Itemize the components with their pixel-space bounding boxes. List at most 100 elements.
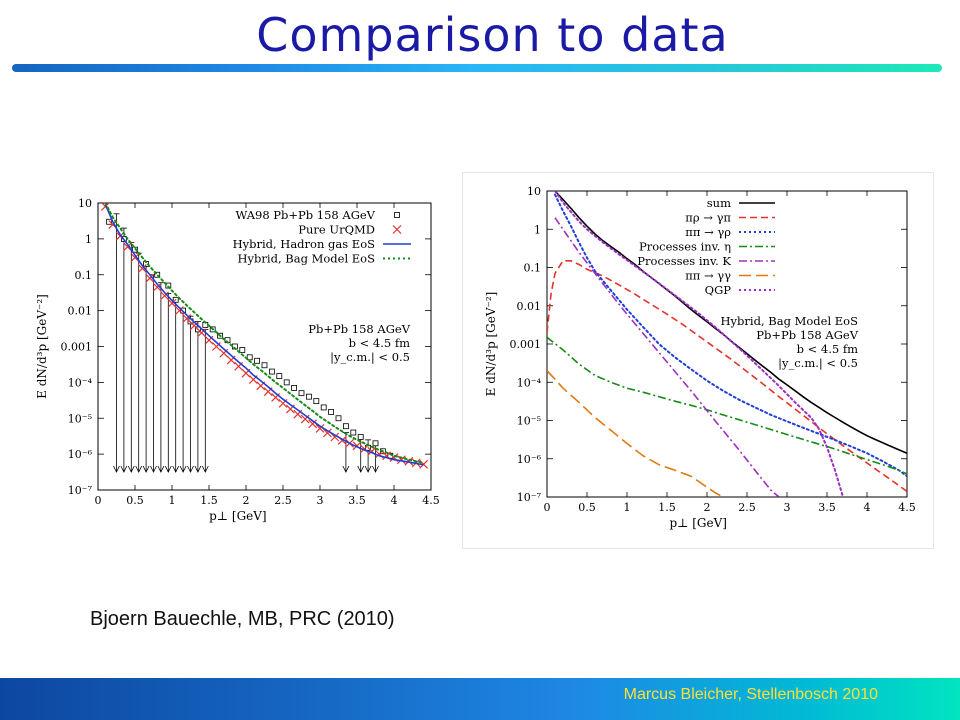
y-tick-label: 10⁻⁷ — [68, 484, 93, 497]
y-axis-label: E dN/d³p [GeV⁻²] — [484, 292, 498, 397]
data-point-wa98-pb-pb-158-agev — [106, 218, 112, 225]
x-tick-label: 4 — [864, 501, 871, 514]
data-point-pure-urqmd — [197, 328, 207, 338]
data-point-wa98-pb-pb-158-agev — [276, 373, 283, 379]
data-point-pure-urqmd — [152, 282, 162, 292]
y-tick-label: 10 — [527, 185, 541, 198]
chart-right-svg: 0 0.5 1 1.5 2 2.5 3 3.5 4 4.5 10 1 0.1 0.01 0.001 10⁻⁴ 1… — [484, 185, 916, 530]
annotation-line: |y_c.m.| < 0.5 — [778, 356, 858, 371]
data-point-wa98-pb-pb-158-agev — [239, 347, 246, 353]
data-point-wa98-pb-pb-158-agev — [313, 398, 320, 405]
upper-limit-arrow — [150, 465, 157, 473]
y-tick-label: 10⁻⁶ — [68, 448, 93, 461]
annotation-line: b < 4.5 fm — [349, 336, 411, 350]
legend-label-processes-inv-k: Processes inv. K — [637, 254, 731, 268]
x-tick-label: 4 — [391, 494, 398, 507]
x-tick-label: 2.5 — [738, 501, 756, 514]
x-tick-label: 3.5 — [818, 501, 836, 514]
data-point-wa98-pb-pb-158-agev — [342, 423, 349, 430]
series-line-hybrid-hadron-gas-eos — [104, 204, 424, 466]
series-line-qgp — [554, 191, 844, 497]
upper-limit-arrow — [372, 465, 379, 473]
series-line-hybrid-bag-model-eos — [104, 203, 425, 464]
data-point-wa98-pb-pb-158-agev — [320, 404, 327, 411]
legend-label-series: πρ → γπ — [685, 211, 731, 225]
upper-limit-arrow — [113, 465, 120, 473]
legend-label-series: ππ → γρ — [685, 225, 731, 239]
y-tick-label: 1 — [534, 223, 541, 236]
upper-limit-arrow — [179, 465, 187, 473]
data-point-wa98-pb-pb-158-agev — [298, 390, 305, 397]
y-tick-label: 10⁻⁴ — [517, 376, 542, 389]
data-point-pure-urqmd — [211, 342, 221, 351]
annotation-line: |y_c.m.| < 0.5 — [330, 350, 410, 365]
y-tick-label: 0.01 — [517, 300, 542, 313]
data-point-wa98-pb-pb-158-agev — [305, 393, 312, 400]
data-point-pure-urqmd — [315, 424, 325, 433]
x-tick-label: 1 — [169, 494, 176, 507]
legend-label-series: ππ → γγ — [685, 269, 731, 283]
plot-area — [100, 203, 429, 473]
legend-swatch-pure-urqmd — [392, 225, 402, 234]
plot-area — [547, 191, 907, 497]
x-tick-label: 4.5 — [898, 501, 916, 514]
series-line-processes-inv — [547, 336, 907, 475]
data-point-wa98-pb-pb-158-agev — [350, 429, 357, 436]
legend-label-wa98-pb-pb-158-agev: WA98 Pb+Pb 158 AGeV — [235, 208, 375, 222]
upper-limit-arrow — [194, 465, 202, 473]
annotation-line: Pb+Pb 158 AGeV — [308, 322, 410, 336]
data-point-pure-urqmd — [160, 291, 170, 301]
x-tick-label: 4.5 — [422, 494, 440, 507]
upper-limit-arrow — [357, 465, 365, 473]
x-tick-label: 0.5 — [578, 501, 596, 514]
upper-limit-arrow — [172, 465, 180, 473]
x-tick-label: 3 — [784, 501, 791, 514]
citation: Bjoern Bauechle, MB, PRC (2010) — [90, 608, 395, 630]
data-point-pure-urqmd — [189, 321, 199, 331]
legend-label-pure-urqmd: Pure UrQMD — [298, 223, 375, 237]
upper-limit-arrow — [164, 465, 172, 473]
data-point-wa98-pb-pb-158-agev — [154, 271, 161, 278]
upper-limit-arrow — [142, 465, 150, 473]
y-tick-label: 0.1 — [75, 269, 93, 282]
series-line-series — [554, 193, 907, 478]
data-point-wa98-pb-pb-158-agev — [357, 434, 364, 440]
x-axis-label: p⊥ [GeV] — [669, 516, 727, 530]
data-point-wa98-pb-pb-158-agev — [372, 440, 379, 447]
data-point-pure-urqmd — [182, 314, 192, 324]
x-tick-label: 0 — [95, 494, 102, 507]
upper-limit-arrow — [342, 465, 350, 473]
data-point-wa98-pb-pb-158-agev — [246, 354, 253, 361]
x-tick-label: 3 — [317, 494, 324, 507]
plot-left: 0 0.5 1 1.5 2 2.5 3 3.5 4 4.5 10 1 0.1 0.01 0.001 10⁻⁴ 1… — [20, 185, 450, 530]
annotation-line: Pb+Pb 158 AGeV — [756, 328, 858, 342]
y-tick-label: 10⁻⁵ — [517, 415, 541, 428]
x-tick-label: 0 — [544, 501, 551, 514]
legend-label-hybrid-hadron-gas-eos: Hybrid, Hadron gas EoS — [233, 237, 376, 251]
series-line-series — [547, 370, 724, 497]
data-point-pure-urqmd — [137, 264, 147, 273]
slide-title: Comparison to data — [256, 8, 729, 62]
x-axis-label: p⊥ [GeV] — [209, 509, 267, 523]
legend-label-qgp: QGP — [705, 283, 732, 297]
upper-limit-arrow — [187, 465, 194, 473]
x-tick-label: 2 — [243, 494, 250, 507]
upper-limit-arrow — [364, 465, 372, 473]
legend-label-processes-inv: Processes inv. η — [639, 240, 731, 254]
upper-limit-arrow — [157, 465, 165, 473]
upper-limit-arrow — [201, 465, 209, 473]
data-point-wa98-pb-pb-158-agev — [268, 368, 275, 375]
y-tick-label: 1 — [85, 233, 92, 246]
series-line-processes-inv-k — [554, 217, 780, 497]
x-tick-label: 3.5 — [348, 494, 366, 507]
y-tick-label: 10 — [78, 197, 92, 210]
x-tick-label: 1 — [624, 501, 631, 514]
y-tick-label: 0.1 — [524, 262, 542, 275]
y-tick-label: 0.01 — [68, 305, 93, 318]
x-tick-label: 1.5 — [658, 501, 676, 514]
y-tick-label: 0.001 — [510, 338, 542, 351]
series-line-series — [547, 260, 907, 493]
legend-label-hybrid-bag-model-eos: Hybrid, Bag Model EoS — [238, 252, 376, 266]
y-tick-label: 10⁻⁴ — [68, 376, 93, 389]
y-tick-label: 10⁻⁷ — [517, 491, 542, 504]
